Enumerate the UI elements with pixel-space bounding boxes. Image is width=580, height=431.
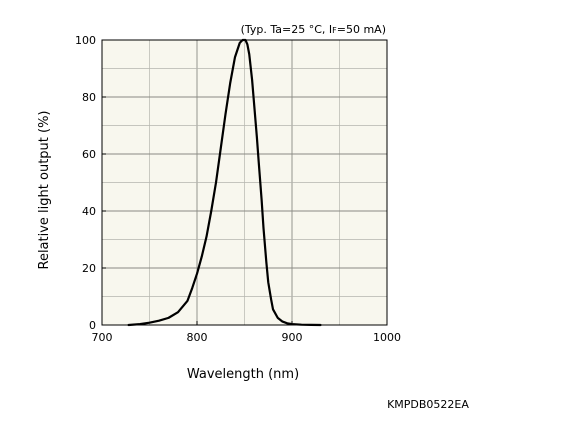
emission-spectrum-line <box>127 38 322 327</box>
x-tick-label: 800 <box>187 331 208 344</box>
x-tick-label: 1000 <box>373 331 401 344</box>
measurement-conditions: (Typ. Ta=25 °C, IF=50 mA) <box>241 23 386 36</box>
conditions-value: =50 mA) <box>337 23 386 36</box>
y-tick-label: 80 <box>82 91 96 104</box>
y-tick-label: 60 <box>82 148 96 161</box>
conditions-text: (Typ. Ta=25 °C, I <box>241 23 333 36</box>
y-tick-label: 0 <box>89 319 96 332</box>
y-tick-label: 100 <box>75 34 96 47</box>
grid-lines <box>102 40 387 325</box>
y-axis-title: Relative light output (%) <box>37 110 52 269</box>
figure-code: KMPDB0522EA <box>387 398 469 411</box>
x-tick-label: 900 <box>282 331 303 344</box>
forward-current-subscript: F <box>332 26 337 35</box>
y-tick-label: 20 <box>82 262 96 275</box>
y-tick-label: 40 <box>82 205 96 218</box>
axis-ticks <box>101 39 388 326</box>
tick-labels: 700 800 900 1000 0 20 40 60 80 100 <box>75 34 401 344</box>
x-axis-title: Wavelength (nm) <box>187 367 299 382</box>
x-tick-label: 700 <box>92 331 113 344</box>
